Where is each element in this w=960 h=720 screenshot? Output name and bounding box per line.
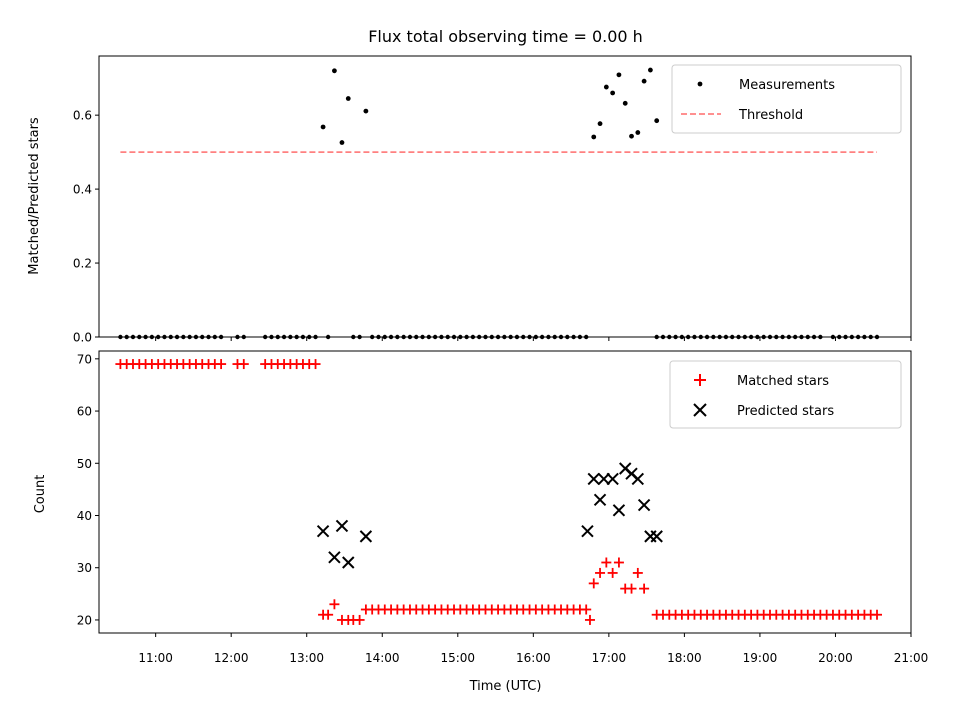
measurement-point <box>635 130 641 135</box>
top-ylabel: Matched/Predicted stars <box>27 117 42 275</box>
bottom-x-tick-label: 13:00 <box>289 651 324 665</box>
predicted-star-point <box>597 472 611 486</box>
top-x-ticks <box>155 337 912 341</box>
predicted-star-point <box>335 519 349 533</box>
legend-measurements-label: Measurements <box>739 78 835 93</box>
bottom-legend: Matched stars Predicted stars <box>669 360 902 429</box>
legend-predicted-marker <box>693 403 707 417</box>
legend-matched-label: Matched stars <box>737 374 829 389</box>
bottom-y-ticks: 20 30 40 50 60 70 <box>77 352 99 627</box>
matched-star-point <box>360 604 371 615</box>
bottom-x-tick-label: 17:00 <box>592 651 627 665</box>
matched-star-point <box>601 557 612 568</box>
bottom-legend-box <box>669 360 902 429</box>
bottom-x-tick-label: 11:00 <box>138 651 173 665</box>
matched-star-point <box>216 359 227 370</box>
matched-star-point <box>613 557 624 568</box>
top-panel: Flux total observing time = 0.00 h Match… <box>27 27 912 345</box>
bottom-x-tick-label: 15:00 <box>440 651 475 665</box>
top-y-tick-label: 0.0 <box>73 331 92 345</box>
predicted-star-point <box>612 504 626 517</box>
predicted-star-point <box>342 556 355 569</box>
matched-star-point <box>588 578 599 589</box>
measurement-point <box>610 90 616 96</box>
top-axes-frame <box>98 55 912 338</box>
bottom-x-tick-label: 18:00 <box>667 651 702 665</box>
measurement-point <box>345 96 351 101</box>
bottom-x-tick-label: 16:00 <box>516 651 551 665</box>
legend-predicted-label: Predicted stars <box>737 404 834 419</box>
predicted-star-point <box>316 524 330 538</box>
measurement-point <box>654 118 660 124</box>
measurement-point <box>363 108 369 114</box>
measurement-point <box>648 67 653 73</box>
top-legend-box <box>671 64 902 134</box>
predicted-star-point <box>328 551 341 564</box>
matched-star-point <box>581 604 592 615</box>
legend-matched-marker <box>694 374 706 386</box>
matched-star-point <box>323 609 334 620</box>
predicted-star-point <box>650 530 663 543</box>
measurement-point <box>629 133 634 139</box>
measurement-point <box>332 68 337 74</box>
legend-measurements-marker <box>697 81 703 87</box>
predicted-star-point <box>637 498 651 512</box>
predicted-star-point <box>359 530 373 543</box>
top-legend: Measurements Threshold <box>671 64 902 134</box>
bottom-x-tick-label: 14:00 <box>365 651 400 665</box>
measurement-point <box>339 140 345 145</box>
bottom-ylabel: Count <box>33 475 48 514</box>
matched-star-point <box>354 614 365 625</box>
bottom-x-tick-label: 12:00 <box>214 651 249 665</box>
bottom-y-tick-label: 30 <box>77 561 92 575</box>
matched-star-point <box>872 609 883 620</box>
top-title: Flux total observing time = 0.00 h <box>368 27 643 46</box>
matched-star-point <box>310 359 321 370</box>
top-y-ticks: 0.0 0.2 0.4 0.6 <box>73 109 99 345</box>
bottom-y-tick-label: 40 <box>77 509 92 523</box>
bottom-x-tick-label: 20:00 <box>818 651 853 665</box>
matched-star-point <box>607 567 618 578</box>
matched-star-point <box>639 583 650 594</box>
measurement-point <box>603 84 609 90</box>
matched-star-point <box>238 359 249 370</box>
matched-star-point <box>595 567 606 578</box>
matched-star-point <box>626 583 637 594</box>
top-y-tick-label: 0.6 <box>73 109 92 123</box>
bottom-y-tick-label: 50 <box>77 457 92 471</box>
bottom-xlabel: Time (UTC) <box>469 679 542 694</box>
measurement-point <box>591 134 597 140</box>
predicted-star-point <box>581 524 594 538</box>
measurement-point <box>320 124 326 130</box>
bottom-y-tick-label: 60 <box>77 405 92 419</box>
measurement-point <box>622 100 628 106</box>
matched-star-point <box>329 599 340 610</box>
predicted-star-point <box>587 472 600 486</box>
bottom-plot-area <box>115 359 883 625</box>
measurement-point <box>616 72 622 78</box>
legend-threshold-label: Threshold <box>738 108 803 123</box>
top-y-tick-label: 0.4 <box>73 183 92 197</box>
bottom-panel: Count Time (UTC) 20 30 40 50 60 70 11:00 12:00… <box>33 350 928 694</box>
predicted-star-point <box>631 472 645 486</box>
bottom-axes-frame <box>98 350 912 634</box>
bottom-y-tick-label: 70 <box>77 352 92 366</box>
matched-star-point <box>584 614 595 625</box>
measurement-point <box>597 121 603 127</box>
predicted-star-point <box>593 493 607 507</box>
bottom-x-tick-label: 21:00 <box>894 651 929 665</box>
bottom-x-tick-label: 19:00 <box>743 651 778 665</box>
bottom-x-ticks: 11:00 12:00 13:00 14:00 15:00 16:00 17:00 18:00… <box>138 633 928 665</box>
predicted-star-point <box>606 472 619 486</box>
bottom-y-tick-label: 20 <box>77 613 92 627</box>
measurement-point <box>641 78 647 84</box>
top-y-tick-label: 0.2 <box>73 257 92 271</box>
matched-star-point <box>632 567 643 578</box>
